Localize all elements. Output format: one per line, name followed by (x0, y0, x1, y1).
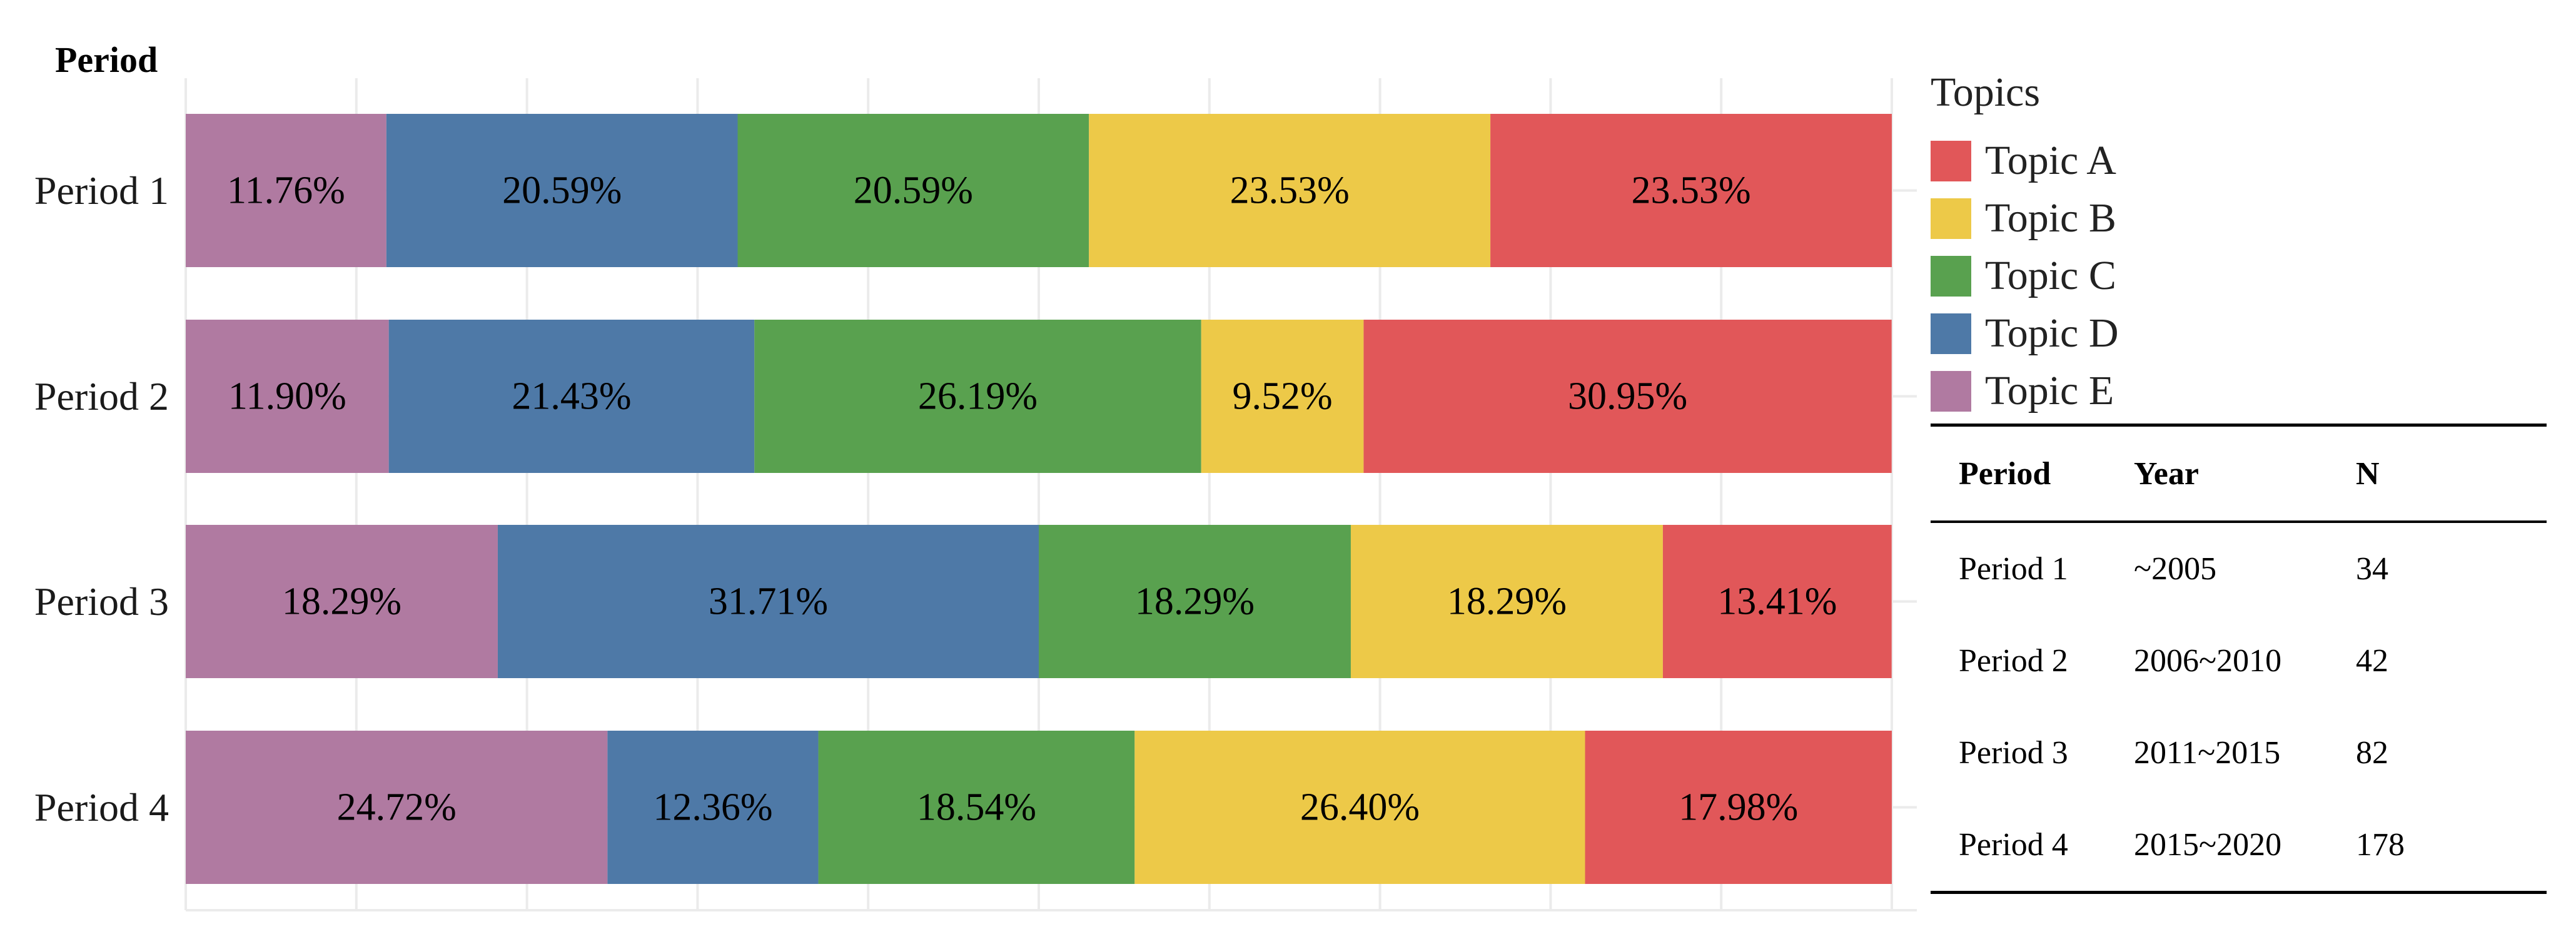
bar-segment (818, 731, 1135, 884)
bars: 11.76% 20.59% 20.59% 23.53% 23.53% 11.90% 21.4… (186, 114, 1892, 884)
bar-segment (388, 320, 755, 473)
legend-item: Topic B (1931, 190, 2119, 247)
bar-segment (186, 114, 386, 267)
period-info-table: Period Year N Period 1 ~2005 34 Period 2… (1931, 424, 2547, 894)
bar-value-label: 18.54% (917, 786, 1036, 829)
legend-title: Topics (1931, 69, 2041, 115)
bar-segment (1585, 731, 1892, 884)
legend-label: Topic E (1985, 368, 2114, 414)
bar-value-label: 24.72% (337, 786, 457, 829)
bar-value-label: 12.36% (653, 786, 772, 829)
bar-value-label: 18.29% (1447, 581, 1567, 623)
table-row: Period 4 2015~2020 178 (1931, 799, 2547, 893)
table-cell: 34 (2356, 551, 2388, 587)
y-tick-label: Period 4 (34, 785, 169, 830)
table-cell: 82 (2356, 735, 2388, 771)
table-cell: ~2005 (2134, 551, 2217, 587)
bar-value-label: 17.98% (1679, 786, 1798, 829)
bar-value-label: 11.76% (227, 170, 345, 212)
bar-value-label: 30.95% (1568, 375, 1687, 418)
bar-segment (1039, 525, 1351, 678)
table-cell: 2006~2010 (2134, 643, 2282, 679)
stacked-bar-chart: 11.76% 20.59% 20.59% 23.53% 23.53% 11.90% 21.4… (34, 39, 1917, 911)
legend-swatch (1931, 198, 1971, 239)
y-tick-label: Period 1 (34, 168, 169, 213)
bar-segment (1662, 525, 1892, 678)
bar-value-label: 9.52% (1232, 375, 1332, 418)
legend-item: Topic A (1931, 132, 2119, 190)
bar-value-label: 18.29% (1135, 581, 1255, 623)
table-row: Period 2 2006~2010 42 (1931, 615, 2547, 707)
table-cell: 2011~2015 (2134, 735, 2281, 771)
y-axis-title: Period (55, 39, 158, 80)
bar-segment (1089, 114, 1491, 267)
bar-segment (186, 320, 389, 473)
bar-segment (607, 731, 819, 884)
legend-swatch (1931, 140, 1971, 181)
bar-segment (737, 114, 1089, 267)
bar-value-label: 23.53% (1631, 170, 1750, 212)
legend-swatch (1931, 313, 1971, 354)
bar-segment (1201, 320, 1364, 473)
bar-value-label: 31.71% (709, 581, 828, 623)
legend: Topics Topic A Topic B Topic C Topic D Topic… (1931, 72, 2119, 420)
table-cell: Period 3 (1959, 735, 2068, 771)
legend-label: Topic B (1985, 195, 2116, 241)
table-row: Period 1 ~2005 34 (1931, 522, 2547, 615)
bar-segment (497, 525, 1039, 678)
bar-segment (386, 114, 738, 267)
table-cell: 178 (2356, 827, 2405, 863)
bar-segment (754, 320, 1201, 473)
bar-value-label: 21.43% (512, 375, 631, 418)
y-axis-labels: Period 1 Period 2 Period 3 Period 4 (34, 168, 169, 830)
bar-segment (186, 731, 608, 884)
table-cell: 42 (2356, 643, 2388, 679)
y-tick-label: Period 2 (34, 374, 169, 419)
legend-items: Topic A Topic B Topic C Topic D Topic E (1931, 132, 2119, 420)
table-header-row: Period Year N (1931, 425, 2547, 522)
bar-value-label: 20.59% (502, 170, 622, 212)
table-row: Period 3 2011~2015 82 (1931, 707, 2547, 799)
bar-segment (1350, 525, 1663, 678)
legend-swatch (1931, 255, 1971, 297)
bar-segment (1134, 731, 1585, 884)
legend-item: Topic D (1931, 305, 2119, 362)
table-cell: Period 1 (1959, 551, 2068, 587)
bar-value-label: 23.53% (1230, 170, 1350, 212)
table-cell: 2015~2020 (2134, 827, 2282, 863)
header-period: Period (1959, 455, 2051, 492)
header-year: Year (2134, 455, 2199, 492)
legend-item: Topic C (1931, 247, 2119, 305)
legend-label: Topic D (1985, 310, 2119, 356)
bar-segment (186, 525, 498, 678)
table-cell: Period 4 (1959, 827, 2068, 863)
bar-value-label: 20.59% (854, 170, 973, 212)
bar-value-label: 26.40% (1300, 786, 1420, 829)
legend-label: Topic A (1985, 138, 2116, 183)
bar-segment (1490, 114, 1892, 267)
legend-swatch (1931, 370, 1971, 412)
bar-value-label: 11.90% (228, 375, 346, 418)
bar-value-label: 13.41% (1717, 581, 1837, 623)
legend-label: Topic C (1985, 253, 2116, 298)
y-tick-label: Period 3 (34, 579, 169, 624)
bar-segment (1363, 320, 1892, 473)
header-n: N (2356, 455, 2380, 492)
legend-item: Topic E (1931, 362, 2119, 420)
bar-value-label: 26.19% (918, 375, 1038, 418)
bar-value-label: 18.29% (282, 581, 402, 623)
table-cell: Period 2 (1959, 643, 2068, 679)
